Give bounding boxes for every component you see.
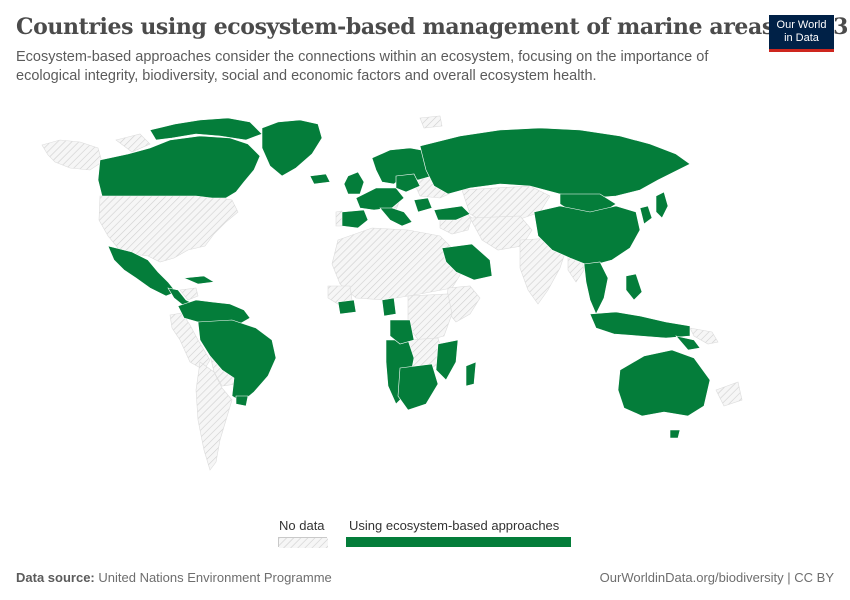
country-greenland: [261, 119, 323, 177]
logo-line-1: Our World: [776, 19, 827, 31]
country-honduras-region: [179, 287, 199, 301]
country-france-benelux-germany: [355, 187, 405, 211]
legend-eco-swatch: [346, 537, 571, 547]
country-cameroon: [381, 297, 397, 317]
country-canada-arctic: [149, 117, 263, 141]
data-source-label: Data source:: [16, 570, 95, 585]
country-madagascar: [465, 361, 477, 387]
chart-subtitle: Ecosystem-based approaches consider the …: [16, 49, 709, 84]
country-canada: [97, 135, 261, 199]
country-colombia-venezuela-guianas: [177, 299, 251, 327]
world-map: [41, 115, 743, 471]
country-korea-japan: [639, 191, 669, 225]
country-baltics-poland: [395, 173, 421, 193]
owid-logo[interactable]: Our World in Data: [769, 15, 834, 52]
ecosystem-based-regions: [97, 117, 711, 439]
country-svalbard: [419, 115, 443, 129]
country-mozambique-tanzania: [435, 339, 459, 381]
country-australia: [617, 349, 711, 417]
country-mexico: [107, 245, 177, 297]
country-chile-argentina: [195, 361, 233, 471]
country-cuba: [183, 275, 215, 285]
country-turkey: [433, 205, 471, 221]
country-uruguay: [235, 395, 249, 407]
country-italy-balkans: [379, 207, 413, 227]
country-papua-new-guinea: [675, 335, 701, 351]
chart-title: Countries using ecosystem-based manageme…: [16, 14, 848, 40]
country-ecuador-peru: [169, 312, 211, 371]
country-spain: [341, 209, 369, 229]
legend-nodata-swatch: [278, 537, 328, 548]
country-north-africa: [331, 227, 463, 301]
country-kazakhstan-central-asia: [461, 185, 551, 225]
country-russia: [419, 127, 691, 199]
country-iceland: [309, 173, 331, 185]
country-central-east-africa: [407, 293, 453, 343]
data-source: Data source: United Nations Environment …: [16, 570, 332, 585]
country-philippines: [625, 273, 643, 301]
country-china: [533, 205, 641, 267]
country-romania-bulgaria: [413, 197, 433, 213]
legend: No data Using ecosystem-based approaches: [0, 518, 850, 552]
footer-link[interactable]: OurWorldinData.org/biodiversity | CC BY: [599, 570, 834, 585]
country-arctic-islands-canada: [115, 133, 151, 153]
country-saudi-arabia-oman: [441, 243, 493, 281]
country-united-states: [98, 195, 239, 263]
country-south-africa-botswana: [397, 363, 439, 411]
country-southeast-asia: [583, 261, 609, 315]
country-cote-divoire-ghana: [337, 299, 357, 315]
country-portugal: [335, 210, 343, 227]
country-uk-ireland: [343, 171, 365, 195]
hatch-swatch-icon: [279, 538, 328, 548]
country-pacific-islands: [715, 381, 743, 407]
country-tasmania: [669, 429, 681, 439]
legend-nodata-label: No data: [279, 518, 325, 533]
country-alaska: [41, 139, 103, 171]
legend-eco-label: Using ecosystem-based approaches: [349, 518, 560, 533]
country-indonesia-malaysia: [589, 311, 691, 339]
country-new-guinea-east: [689, 327, 719, 345]
data-source-value[interactable]: United Nations Environment Programme: [98, 570, 332, 585]
logo-line-2: in Data: [784, 32, 819, 44]
country-dr-congo: [389, 319, 415, 345]
